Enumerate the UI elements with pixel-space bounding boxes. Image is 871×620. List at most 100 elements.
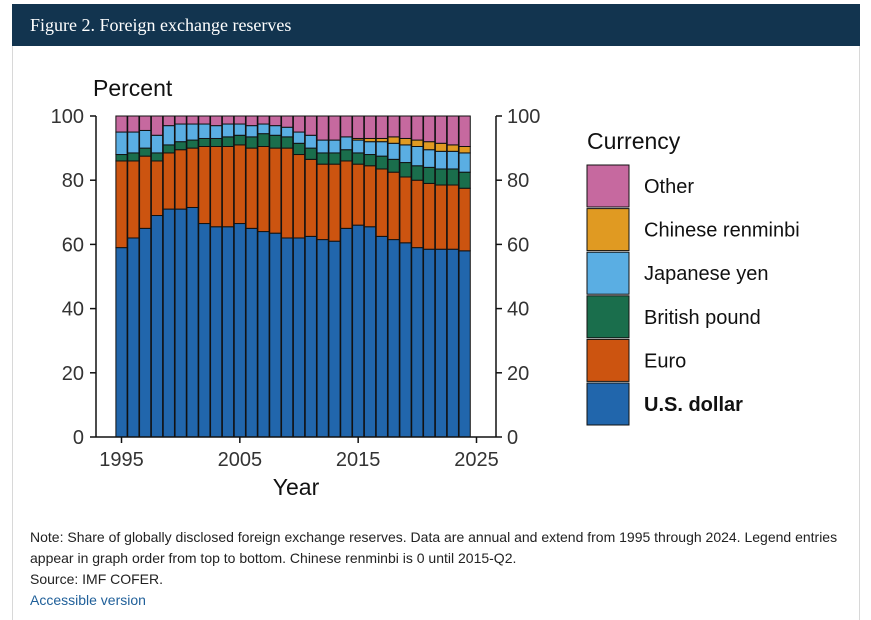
bar-segment	[292, 131, 306, 144]
bar-segment	[304, 147, 317, 160]
bar-segment	[375, 141, 388, 157]
bar-segment	[221, 115, 235, 125]
bar-segment	[352, 139, 365, 154]
bar-segment	[340, 136, 353, 151]
bar-segment	[316, 115, 329, 141]
bar-segment	[363, 226, 377, 438]
bar-segment	[221, 123, 235, 138]
bar-segment	[399, 115, 412, 139]
accessible-version-link[interactable]: Accessible version	[30, 592, 146, 608]
bar-segment	[411, 179, 424, 249]
bar-segment	[375, 155, 388, 170]
bar-segment	[375, 115, 388, 139]
bar-segment	[245, 136, 258, 149]
bar-segment	[458, 187, 471, 252]
bar-segment	[162, 208, 175, 438]
y-tick-label-right: 20	[507, 363, 529, 385]
bar-segment	[127, 152, 140, 162]
bar-segment	[210, 115, 223, 127]
bar-segment	[233, 115, 246, 125]
bar-segment	[458, 115, 471, 147]
legend-swatch	[586, 208, 630, 252]
bar-segment	[458, 250, 471, 438]
y-tick-label-right: 100	[507, 106, 540, 128]
bar-segment	[316, 163, 329, 241]
bar-segment	[387, 171, 400, 241]
bar-segment	[115, 160, 128, 249]
bar-segment	[328, 139, 341, 154]
bar-segment	[316, 152, 329, 165]
bar-segment	[399, 162, 412, 178]
bar-segment	[387, 239, 400, 438]
bar-segment	[115, 247, 128, 438]
bar-segment	[387, 136, 400, 144]
bar-segment	[174, 208, 187, 438]
bar-segment	[352, 224, 365, 438]
bar-segment	[139, 129, 152, 149]
bar-segment	[458, 152, 471, 173]
bar-segment	[399, 176, 412, 244]
source-text: Source: IMF COFER.	[30, 571, 164, 587]
bar-segment	[340, 227, 353, 438]
y-tick-label-left: 40	[62, 299, 84, 321]
y-tick-label-left: 100	[51, 106, 84, 128]
x-tick-label: 1995	[99, 449, 144, 471]
bar-segment	[423, 141, 436, 151]
bar-segment	[434, 184, 448, 250]
bar-segment	[257, 145, 270, 233]
y-tick-label-right: 80	[507, 170, 529, 192]
legend-label: Euro	[644, 350, 686, 372]
y-tick-label-left: 60	[62, 234, 84, 256]
bar-segment	[281, 237, 294, 438]
legend-swatch	[586, 295, 630, 339]
bar-segment	[363, 154, 377, 167]
bar-segment	[363, 115, 377, 139]
bar-segment	[352, 152, 365, 165]
bar-segment	[245, 227, 258, 438]
y-axis-title: Percent	[93, 75, 173, 101]
bar-segment	[423, 149, 436, 168]
bar-segment	[304, 134, 317, 149]
x-axis-title: Year	[273, 474, 320, 500]
bar-segment	[115, 115, 128, 133]
y-tick-label-left: 20	[62, 363, 84, 385]
bar-segment	[304, 235, 317, 438]
bar-segment	[150, 134, 164, 154]
bar-segment	[411, 247, 424, 438]
bar-segment	[210, 137, 223, 147]
bar-segment	[446, 168, 459, 186]
bar-segment	[316, 239, 329, 438]
bar-segment	[233, 144, 246, 225]
bar-segment	[127, 237, 140, 438]
y-tick-label-left: 0	[73, 427, 84, 449]
bar-segment	[411, 165, 424, 181]
bar-segment	[434, 150, 448, 170]
bar-segment	[269, 115, 282, 127]
bar-segment	[281, 115, 294, 128]
bar-segment	[139, 115, 152, 131]
bar-segment	[162, 144, 175, 154]
y-tick-label-right: 0	[507, 427, 518, 449]
figure-header: Figure 2. Foreign exchange reserves	[12, 4, 860, 46]
bar-segment	[150, 152, 164, 162]
bar-segment	[198, 123, 211, 139]
bar-segment	[269, 125, 282, 136]
bar-segment	[221, 226, 235, 438]
bar-segment	[257, 133, 270, 147]
bar-segment	[139, 155, 152, 229]
legend-swatch	[586, 164, 630, 208]
bar-segment	[340, 160, 353, 229]
bar-segment	[198, 115, 211, 125]
bar-segment	[269, 147, 282, 234]
bar-segment	[304, 158, 317, 237]
bar-segment	[399, 144, 412, 164]
bar-segment	[127, 115, 140, 133]
bar-segment	[411, 145, 424, 167]
legend-label: Chinese renminbi	[644, 220, 800, 242]
legend-title: Currency	[587, 128, 681, 154]
bar-segment	[186, 139, 199, 149]
bar-segment	[434, 168, 448, 186]
legend-swatch	[586, 338, 630, 382]
bar-segment	[174, 123, 187, 143]
bar-segment	[162, 115, 175, 127]
